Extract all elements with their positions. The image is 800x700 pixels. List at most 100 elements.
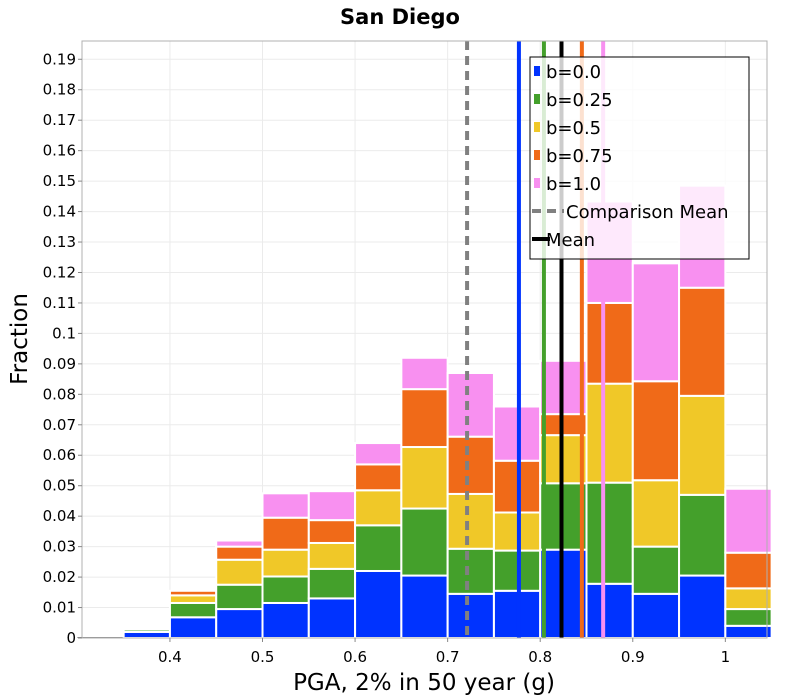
bar-segment <box>215 539 264 548</box>
bar-segment <box>446 435 495 495</box>
x-tick-label: 0.7 <box>436 648 460 666</box>
bar-segment <box>585 382 634 484</box>
legend-label: b=0.5 <box>546 118 601 139</box>
y-tick-label: 0.04 <box>43 507 76 525</box>
bar-segment <box>168 601 218 619</box>
bar-segment <box>261 548 310 578</box>
y-tick-label: 0.17 <box>43 111 76 129</box>
bar-segment <box>724 587 773 611</box>
bar-segment <box>307 597 357 640</box>
bar-segment <box>261 601 310 639</box>
bar-segment <box>585 582 634 639</box>
y-tick-label: 0.16 <box>43 142 76 160</box>
legend-label: Mean <box>546 230 595 251</box>
y-tick-label: 0.03 <box>43 538 76 556</box>
legend-swatch <box>534 178 540 188</box>
plot-frame <box>81 40 768 639</box>
bar-segment <box>354 569 403 640</box>
bar-segment <box>400 356 449 391</box>
x-tick-label: 0.9 <box>621 648 645 666</box>
bar-segment <box>446 547 495 595</box>
bar-segment <box>446 372 495 438</box>
legend-swatch <box>534 150 540 160</box>
y-tick-label: 0.15 <box>43 172 76 190</box>
bar-segment <box>261 492 310 519</box>
legend-label: Comparison Mean <box>566 202 729 223</box>
chart-title: San Diego <box>340 5 460 29</box>
bar-segment <box>678 493 727 577</box>
y-tick-label: 0.1 <box>52 324 76 342</box>
bar-segment <box>446 592 495 639</box>
y-tick-label: 0.12 <box>43 263 76 281</box>
bar-segment <box>724 487 773 554</box>
bar-segment <box>678 286 727 397</box>
x-tick-label: 0.5 <box>251 648 275 666</box>
bar-segment <box>261 575 310 604</box>
x-tick-label: 0.4 <box>158 648 182 666</box>
bar-segment <box>631 262 681 383</box>
bar-segment <box>446 492 495 550</box>
legend-swatch <box>534 66 540 76</box>
bar-segment <box>122 628 171 633</box>
y-tick-label: 0.01 <box>43 599 76 617</box>
legend-swatch <box>534 94 540 104</box>
bar-segment <box>585 301 634 385</box>
y-tick-label: 0.09 <box>43 355 76 373</box>
bar-segment <box>215 608 264 640</box>
bar-segment <box>724 608 773 627</box>
y-tick-label: 0 <box>66 629 76 647</box>
x-tick-label: 1 <box>721 648 731 666</box>
axes: 0 0.01 0.02 0.03 0.04 0.05 0.06 0.07 0.08 0.09 0.1… <box>43 50 731 666</box>
bar-segment <box>354 524 403 572</box>
legend-swatch <box>534 122 540 132</box>
bar-segment <box>724 551 773 590</box>
bar-segment <box>400 388 449 449</box>
x-tick-label: 0.8 <box>528 648 552 666</box>
bar-segment <box>168 616 218 640</box>
bar-segment <box>354 489 403 527</box>
bar-segment <box>307 541 357 570</box>
legend-label: b=1.0 <box>546 174 601 195</box>
y-tick-label: 0.07 <box>43 416 76 434</box>
y-tick-label: 0.13 <box>43 233 76 251</box>
bar-segment <box>307 567 357 600</box>
bar-segment <box>724 624 773 640</box>
y-tick-label: 0.11 <box>43 294 76 312</box>
y-tick-label: 0.14 <box>43 203 76 221</box>
bars <box>77 184 773 640</box>
bar-segment <box>354 463 403 492</box>
y-tick-label: 0.05 <box>43 477 76 495</box>
bar-segment <box>354 442 403 466</box>
y-tick-label: 0.06 <box>43 446 76 464</box>
bar-segment <box>168 589 218 597</box>
bar-segment <box>631 380 681 482</box>
y-tick-label: 0.02 <box>43 568 76 586</box>
y-tick-label: 0.08 <box>43 385 76 403</box>
bar-segment <box>215 545 264 561</box>
bar-segment <box>678 394 727 496</box>
legend-label: b=0.25 <box>546 90 613 111</box>
legend: b=0.0 b=0.25 b=0.5 b=0.75 b=1.0 Comparison Me… <box>529 56 750 260</box>
bar-segment <box>307 519 357 544</box>
bar-segment <box>168 594 218 604</box>
bar-segment <box>400 507 449 577</box>
bar-segment <box>261 516 310 551</box>
bar-segment <box>215 583 264 611</box>
bar-segment <box>215 558 264 586</box>
y-axis-label: Fraction <box>7 293 33 385</box>
bar-segment <box>631 545 681 595</box>
bar-segment <box>400 574 449 639</box>
bar-segment <box>678 574 727 639</box>
legend-label: b=0.75 <box>546 146 613 167</box>
y-tick-label: 0.19 <box>43 50 76 68</box>
bar-segment <box>585 481 634 585</box>
legend-box <box>529 56 750 260</box>
bar-segment <box>631 592 681 639</box>
legend-label: b=0.0 <box>546 62 601 83</box>
bar-segment <box>400 446 449 510</box>
x-tick-label: 0.6 <box>343 648 367 666</box>
x-axis-label: PGA, 2% in 50 year (g) <box>293 670 555 696</box>
bar-segment <box>307 490 357 522</box>
bar-segment <box>631 479 681 548</box>
